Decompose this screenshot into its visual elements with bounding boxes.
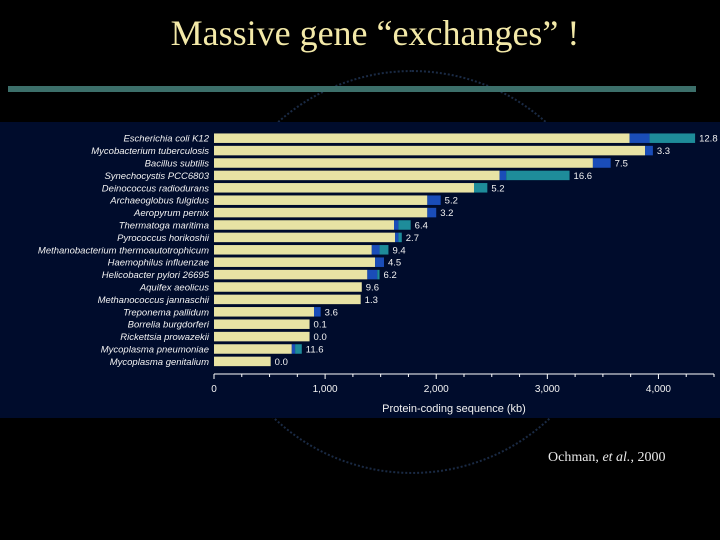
category-label: Rickettsia prowazekii (120, 332, 210, 343)
bar-segment-native (214, 344, 292, 354)
bar-segment-native (214, 232, 396, 243)
category-label: Pyrococcus horikoshii (117, 233, 210, 244)
percent-label: 3.3 (657, 146, 670, 157)
bar-segment-recent-transfer (371, 245, 380, 255)
bar-segment-recent-transfer (395, 232, 399, 243)
gene-transfer-chart: Escherichia coli K12 12.8 Mycobacterium tu… (38, 133, 718, 415)
bar-segment-native (214, 294, 361, 305)
percent-label: 11.6 (306, 345, 324, 356)
bar-segment-ancient-transfer (295, 344, 302, 354)
bar-segment-recent-transfer (592, 158, 611, 168)
bar-segment-recent-transfer (499, 170, 507, 181)
chart-panel: Escherichia coli K12 12.8 Mycobacterium tu… (0, 122, 720, 418)
percent-label: 6.4 (415, 221, 428, 232)
bar-segment-native (214, 158, 593, 168)
x-axis-title: Protein-coding sequence (kb) (382, 403, 526, 415)
category-label: Aquifex aeolicus (139, 283, 209, 294)
bar-segment-native (214, 133, 630, 143)
citation-author: Ochman, (548, 450, 599, 465)
bar-segment-recent-transfer (394, 220, 399, 230)
x-tick-label: 4,000 (646, 384, 671, 395)
category-label: Haemophilus influenzae (108, 258, 209, 269)
x-tick-label: 0 (211, 384, 217, 395)
bar-segment-native (214, 245, 372, 255)
bar-segment-native (214, 145, 646, 156)
bar-segment-recent-transfer (645, 145, 653, 156)
bar-segment-native (214, 195, 428, 205)
category-label: Synechocystis PCC6803 (104, 171, 209, 182)
category-label: Mycobacterium tuberculosis (91, 146, 209, 157)
bar-segment-native (214, 220, 394, 230)
percent-label: 0.0 (275, 357, 288, 368)
percent-label: 1.3 (365, 295, 378, 306)
bar-segment-recent-transfer (367, 269, 378, 280)
bar-segment-native (214, 183, 474, 193)
percent-label: 0.0 (314, 332, 327, 343)
category-label: Aeropyrum pernix (133, 208, 210, 219)
category-label: Mycoplasma pneumoniae (101, 345, 209, 356)
bar-segment-ancient-transfer (474, 183, 488, 193)
bar-segment-ancient-transfer (506, 170, 570, 181)
bar-segment-ancient-transfer (398, 232, 402, 243)
x-tick-label: 1,000 (313, 384, 338, 395)
bar-segment-recent-transfer (629, 133, 650, 143)
category-label: Borrelia burgdorferi (128, 320, 210, 331)
percent-label: 12.8 (699, 134, 718, 145)
bar-segment-native (214, 307, 314, 317)
bar-segment-ancient-transfer (379, 245, 389, 255)
x-tick-label: 2,000 (424, 384, 449, 395)
bar-segment-native (214, 170, 500, 181)
category-label: Helicobacter pylori 26695 (102, 270, 210, 281)
citation: Ochman, et al., 2000 (548, 450, 665, 466)
percent-label: 9.6 (366, 283, 379, 294)
x-tick-label: 3,000 (535, 384, 560, 395)
bar-segment-recent-transfer (427, 207, 437, 218)
percent-label: 7.5 (615, 159, 628, 170)
bar-segment-recent-transfer (375, 257, 384, 267)
category-label: Methanococcus jannaschii (98, 295, 210, 306)
bar-segment-native (214, 331, 310, 342)
bar-segment-ancient-transfer (398, 220, 411, 230)
bar-segment-recent-transfer (427, 195, 441, 205)
bar-segment-native (214, 207, 428, 218)
percent-label: 3.6 (325, 307, 338, 318)
title-divider (8, 86, 696, 92)
bar-segment-native (214, 282, 362, 292)
slide-title: Massive gene “exchanges” ! (170, 13, 580, 53)
bar-segment-native (214, 257, 376, 267)
bar-segment-native (214, 269, 368, 280)
category-label: Escherichia coli K12 (123, 134, 209, 145)
bar-segment-native (214, 319, 310, 329)
percent-label: 5.2 (445, 196, 458, 207)
percent-label: 4.5 (388, 258, 401, 269)
percent-label: 2.7 (406, 233, 419, 244)
category-label: Methanobacterium thermoautotrophicum (38, 245, 209, 256)
percent-label: 16.6 (574, 171, 593, 182)
percent-label: 3.2 (440, 208, 453, 219)
bar-segment-native (214, 356, 271, 367)
category-label: Treponema pallidum (123, 307, 209, 318)
category-label: Thermatoga maritima (119, 221, 209, 232)
percent-label: 9.4 (392, 245, 405, 256)
bar-segment-recent-transfer (291, 344, 296, 354)
bar-segment-ancient-transfer (649, 133, 696, 143)
percent-label: 0.1 (314, 320, 327, 331)
category-label: Mycoplasma genitalium (110, 357, 209, 368)
percent-label: 5.2 (491, 183, 504, 194)
percent-label: 6.2 (384, 270, 397, 281)
category-label: Bacillus subtilis (145, 159, 210, 170)
citation-year: , 2000 (630, 450, 666, 465)
bar-segment-recent-transfer (314, 307, 321, 317)
category-label: Deinococcus radiodurans (102, 183, 209, 194)
bar-segment-ancient-transfer (377, 269, 380, 280)
category-label: Archaeoglobus fulgidus (109, 196, 209, 207)
citation-etal: et al. (602, 450, 631, 465)
